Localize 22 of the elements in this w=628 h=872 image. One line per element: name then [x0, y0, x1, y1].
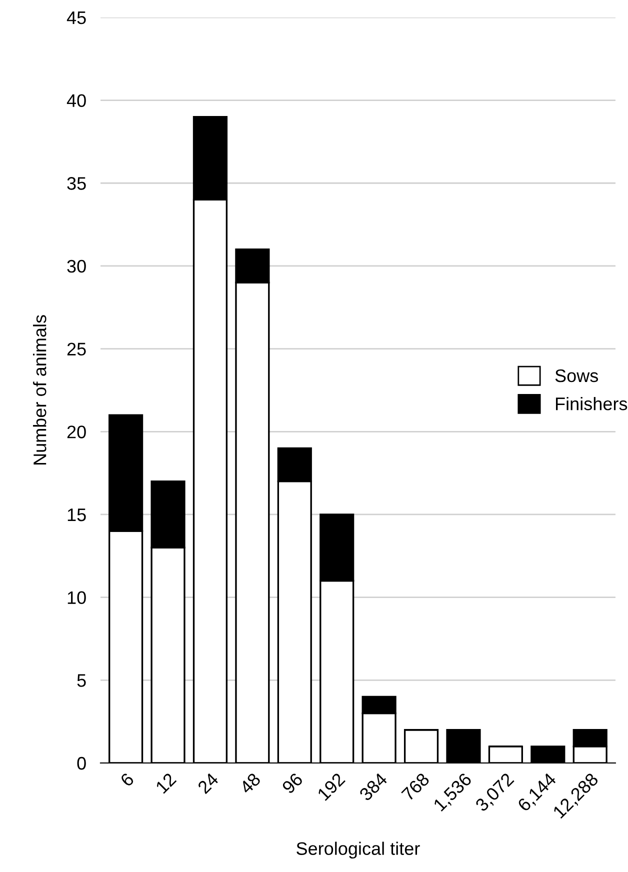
x-tick-label: 12	[155, 772, 177, 794]
y-tick-label: 10	[68, 591, 86, 604]
x-tick-label: 768	[400, 772, 430, 802]
y-axis-title: Number of animals	[33, 315, 46, 464]
x-tick-label: 24	[197, 772, 220, 794]
legend-label: Finishers	[556, 396, 628, 410]
y-tick-label: 15	[68, 508, 86, 522]
y-tick-label: 20	[67, 426, 86, 438]
x-axis-title: Serological titer	[296, 842, 420, 859]
x-tick-label: 6	[120, 772, 135, 788]
y-tick-label: 5	[77, 674, 86, 687]
legend-label: Sows	[555, 369, 598, 382]
y-tick-label: 35	[67, 177, 86, 190]
x-tick-label: 96	[281, 772, 304, 794]
x-tick-label: 384	[358, 772, 388, 802]
y-tick-label: 25	[67, 342, 86, 356]
y-tick-label: 40	[66, 94, 86, 107]
y-tick-label: 0	[77, 756, 86, 770]
x-tick-label: 192	[316, 772, 346, 802]
y-tick-label: 30	[67, 260, 86, 273]
x-tick-label: 48	[238, 772, 262, 795]
y-tick-label: 45	[66, 12, 86, 24]
